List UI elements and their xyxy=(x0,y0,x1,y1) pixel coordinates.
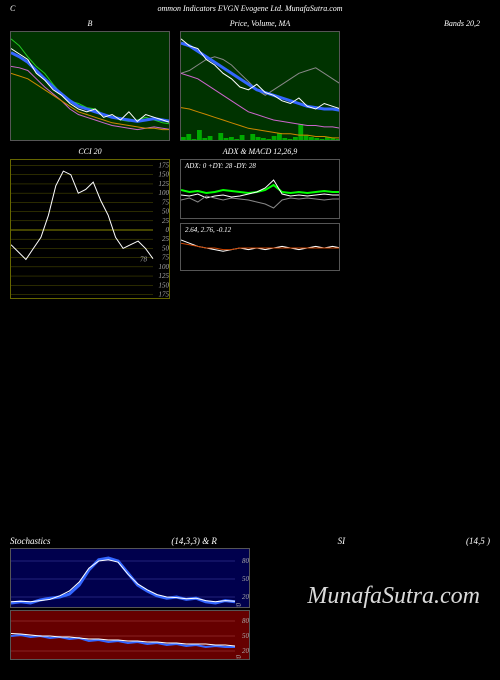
svg-text:100: 100 xyxy=(159,263,170,271)
svg-text:FOR 20: FOR 20 xyxy=(235,603,243,608)
header-center: ommon Indicators EVGN Evogene Ltd. Munaf… xyxy=(157,4,342,13)
panel-bands-label: Bands 20,2 xyxy=(350,17,480,141)
price-title: Price, Volume, MA xyxy=(180,17,340,31)
svg-text:125: 125 xyxy=(159,272,170,280)
svg-text:125: 125 xyxy=(159,180,170,188)
price-chart xyxy=(181,32,340,141)
stoch-params: (14,3,3) & R xyxy=(171,536,217,546)
bbands-title: B xyxy=(10,17,170,31)
adx-macd-title: ADX & MACD 12,26,9 xyxy=(180,145,340,159)
stoch-si: SI xyxy=(338,536,346,546)
panel-bbands: B xyxy=(10,17,170,141)
svg-text:175: 175 xyxy=(159,162,170,170)
svg-text:75: 75 xyxy=(162,198,170,206)
svg-text:25: 25 xyxy=(162,235,170,243)
svg-text:50: 50 xyxy=(162,208,170,216)
svg-text:80: 80 xyxy=(242,557,250,565)
cci-title: CCI 20 xyxy=(10,145,170,159)
svg-text:0: 0 xyxy=(166,226,170,234)
bands-label: Bands 20,2 xyxy=(350,17,480,31)
panel-adx-macd: ADX & MACD 12,26,9 ADX: 0 +DY: 28 -DY: 2… xyxy=(180,145,340,299)
svg-text:150: 150 xyxy=(159,281,170,289)
stoch-chart: 80 50 20 FOR 20 xyxy=(11,549,250,608)
svg-text:50: 50 xyxy=(162,244,170,252)
svg-text:100: 100 xyxy=(159,189,170,197)
svg-text:175: 175 xyxy=(159,290,170,298)
header-left: C xyxy=(10,4,15,13)
svg-text:MuS 20: MuS 20 xyxy=(235,655,243,660)
watermark: MunafaSutra.com xyxy=(307,583,480,610)
svg-text:20: 20 xyxy=(242,593,250,601)
svg-text:25: 25 xyxy=(162,217,170,225)
panel-cci: CCI 20 175150125100755025025507510012515… xyxy=(10,145,170,299)
svg-text:50: 50 xyxy=(242,575,250,583)
macd-values: 2.64, 2.76, -0.12 xyxy=(185,226,231,234)
svg-text:20: 20 xyxy=(242,647,250,655)
svg-text:78: 78 xyxy=(140,256,148,264)
cci-chart: 175150125100755025025507510012515017578 xyxy=(11,160,170,299)
rsi-chart: 80 50 20MuS 20 xyxy=(11,611,250,660)
svg-text:150: 150 xyxy=(159,171,170,179)
svg-text:80: 80 xyxy=(242,617,250,625)
bbands-chart xyxy=(11,32,170,141)
svg-text:50: 50 xyxy=(242,632,250,640)
panel-price: Price, Volume, MA xyxy=(180,17,340,141)
stoch-label: Stochastics xyxy=(10,536,51,546)
svg-text:75: 75 xyxy=(162,254,170,262)
adx-values: ADX: 0 +DY: 28 -DY: 28 xyxy=(185,162,256,170)
stoch-right: (14,5 ) xyxy=(466,536,490,546)
